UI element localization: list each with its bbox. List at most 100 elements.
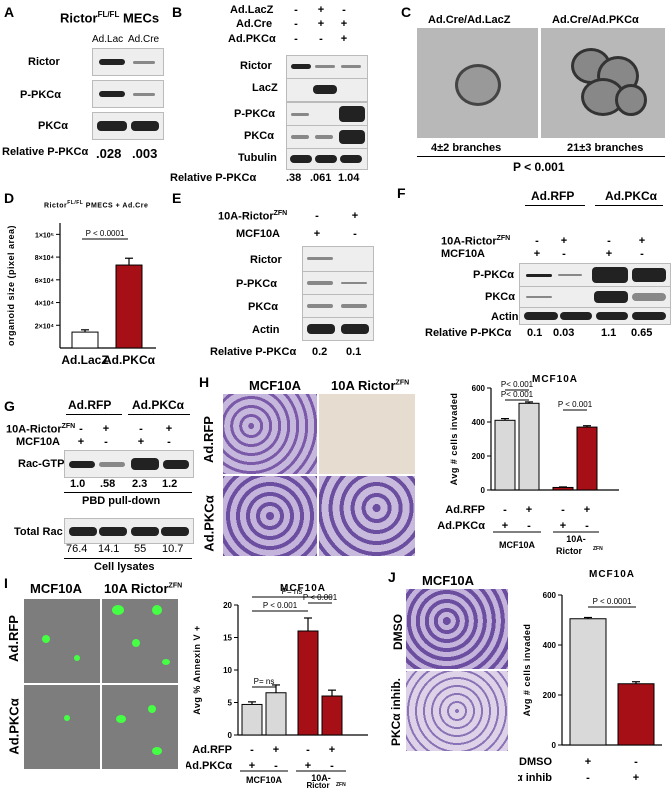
group-line (595, 205, 663, 206)
panel-h: H MCF10A 10A RictorZFN Ad.RFP Ad.PKCα 0 2… (195, 370, 672, 565)
sign: + (317, 18, 325, 30)
blot-strip (286, 55, 368, 79)
group-label: 10A- (311, 773, 331, 783)
relative-value: .38 (286, 172, 302, 184)
sign: + (317, 4, 325, 16)
bar (518, 402, 540, 491)
row-label: P-PKCα (473, 269, 514, 281)
relative-value: 0.1 (346, 346, 362, 358)
sign: + (560, 520, 566, 532)
blot-strip (92, 112, 164, 140)
y-tick-label: 10 (223, 666, 232, 675)
relative-value: .061 (310, 172, 332, 184)
bar (115, 264, 143, 349)
sign: + (165, 423, 173, 435)
lane-label: Ad.Cre (128, 34, 160, 45)
y-tick-label: 600 (472, 384, 486, 393)
sign: - (561, 504, 565, 516)
row-label: PKCα (248, 301, 278, 313)
relative-label: Relative P-PKCα (210, 346, 297, 358)
condition-label: Ad.Cre (236, 18, 273, 30)
panel-b: B Ad.LacZ Ad.Cre Ad.PKCα - + - - + + - -… (170, 0, 370, 184)
pvalue: P < 0.0001 (593, 597, 632, 606)
sign: - (535, 235, 539, 247)
sign: + (585, 756, 591, 768)
y-axis-label: organoid size (pixel area) (6, 225, 16, 346)
bar (71, 331, 99, 349)
band-value: 55 (134, 543, 147, 555)
bar (297, 630, 319, 736)
sign: - (250, 744, 254, 756)
sign: + (137, 436, 145, 448)
x-tick-label: Ad.PKCα (103, 353, 156, 367)
chart-j: 0 200 400 600 Avg # cells invaded MCF10A P < 0… (518, 569, 662, 784)
y-tick-label: 200 (472, 452, 486, 461)
image-row-title: PKCα inhib. (389, 677, 404, 747)
sign: + (249, 760, 255, 772)
row-label: Actin (252, 324, 280, 336)
y-tick-label: 0 (552, 741, 557, 750)
sign: - (562, 248, 566, 260)
y-tick-label: 20 (223, 601, 232, 610)
y-tick-label: 1×10⁵ (35, 232, 54, 239)
sign: + (102, 423, 110, 435)
band-value: .58 (100, 478, 116, 490)
y-tick-label: 400 (472, 418, 486, 427)
relative-value: 0.03 (553, 327, 575, 339)
group-label: MCF10A (246, 775, 283, 785)
sign-row-label: Ad.RFP (192, 744, 232, 756)
y-tick-label: 8×10⁴ (35, 255, 55, 262)
sign: + (273, 744, 279, 756)
sign: + (584, 504, 590, 516)
pvalue: P < 0.001 (513, 160, 565, 174)
bar (321, 695, 343, 736)
relative-value: 1.1 (601, 327, 617, 339)
sign: - (104, 436, 108, 448)
panel-f: F Ad.RFP Ad.PKCα 10A-RictorZFN MCF10A - … (395, 185, 672, 345)
relative-value: 0.65 (631, 327, 653, 339)
annexin-image (24, 685, 100, 769)
blot-strip (286, 78, 368, 102)
invasion-image (319, 476, 415, 556)
branch-caption: 21±3 branches (567, 142, 644, 154)
y-tick-label: 200 (543, 691, 557, 700)
invasion-image (223, 476, 317, 556)
y-axis-label: Avg # cells invaded (522, 624, 532, 717)
invasion-image (406, 589, 508, 669)
sign: + (313, 228, 321, 240)
relative-value: 1.04 (338, 172, 360, 184)
band-value: 2.3 (132, 478, 148, 490)
blot-strip (286, 125, 368, 149)
panel-a-title: RictorFL/FL MECs (60, 10, 160, 26)
y-tick-label: 0 (228, 731, 233, 740)
panel-letter: H (199, 374, 210, 390)
y-tick-label: 0 (481, 486, 486, 495)
panel-i: I MCF10A 10A RictorZFN Ad.RFP Ad.PKCα 0 5… (0, 575, 380, 788)
panel-letter: J (388, 569, 396, 585)
sign: + (329, 744, 335, 756)
group-label: Ad.PKCα (132, 398, 185, 412)
blot-strip (92, 80, 164, 108)
image-title: Ad.Cre/Ad.PKCα (552, 14, 639, 26)
sign: - (634, 756, 638, 768)
y-tick-label: 6×10⁴ (35, 278, 55, 285)
chart-title: RictorFL/FL PMECS + Ad.Cre (44, 200, 149, 210)
sign: - (585, 520, 589, 532)
blot-strip (519, 307, 671, 325)
relative-value: 0.1 (527, 327, 543, 339)
condition-label: MCF10A (441, 248, 486, 260)
blot-caption: Cell lysates (94, 561, 155, 573)
sign: + (351, 210, 359, 222)
panel-letter: A (4, 4, 15, 20)
band-value: 76.4 (66, 543, 88, 555)
panel-e: E 10A-RictorZFN MCF10A - + + - Rictor P-… (170, 190, 375, 365)
image-col-title: MCF10A (249, 378, 302, 393)
sign: - (319, 33, 323, 45)
pvalue: P= ns (282, 587, 303, 596)
blot-strip (64, 450, 194, 478)
panel-letter: G (4, 398, 15, 414)
sign: + (605, 248, 613, 260)
row-label: Rac-GTP (18, 458, 65, 470)
chart-title: MCF10A (280, 583, 326, 594)
